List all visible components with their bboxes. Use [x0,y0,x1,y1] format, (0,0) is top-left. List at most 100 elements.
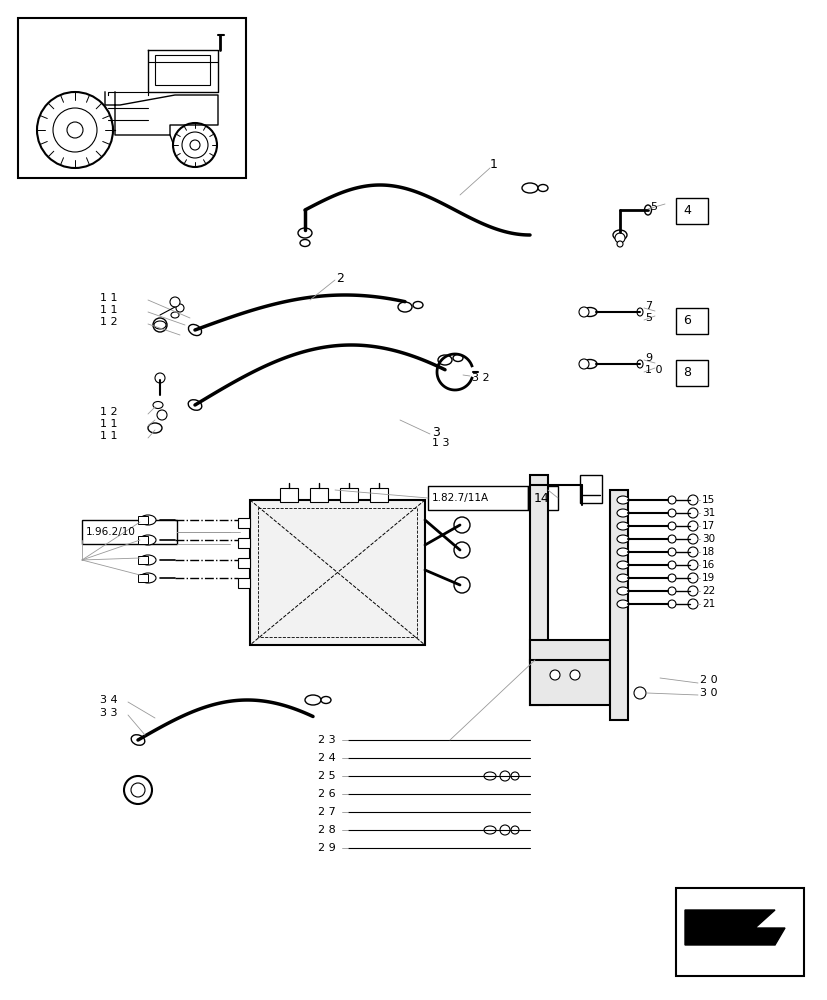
Circle shape [182,132,208,158]
Bar [529,660,609,705]
Text: 3 3: 3 3 [100,708,117,718]
Bar [18,18,246,178]
Text: 3 0: 3 0 [699,688,717,698]
Ellipse shape [154,321,165,329]
Text: 17: 17 [701,521,715,531]
Text: 2 5: 2 5 [318,771,335,781]
Circle shape [510,772,519,780]
Circle shape [453,577,470,593]
Text: 1 1: 1 1 [100,431,117,441]
Text: 3 4: 3 4 [100,695,117,705]
Circle shape [124,776,152,804]
Text: 15: 15 [701,495,715,505]
Text: 8: 8 [682,366,691,379]
Bar [675,308,707,334]
Circle shape [578,359,588,369]
Bar [237,538,250,548]
Text: 1: 1 [490,158,497,172]
Circle shape [157,410,167,420]
Text: 19: 19 [701,573,715,583]
Ellipse shape [521,183,538,193]
Ellipse shape [616,522,629,530]
Ellipse shape [636,360,643,368]
Circle shape [687,534,697,544]
Bar [82,520,177,544]
Text: 18: 18 [701,547,715,557]
Bar [675,888,803,976]
Bar [138,574,148,582]
Bar [138,536,148,544]
Text: 22: 22 [701,586,715,596]
Bar [675,198,707,224]
Ellipse shape [189,324,201,336]
Circle shape [510,826,519,834]
Circle shape [170,297,179,307]
Ellipse shape [140,515,155,525]
Circle shape [53,108,97,152]
Ellipse shape [667,574,675,582]
Text: 2 6: 2 6 [318,789,335,799]
Text: 1 0: 1 0 [644,365,662,375]
Ellipse shape [304,695,321,705]
Circle shape [687,547,697,557]
Text: 5: 5 [644,313,651,323]
Ellipse shape [616,535,629,543]
Ellipse shape [643,205,651,215]
Ellipse shape [667,587,675,595]
Text: 3: 3 [432,426,439,438]
Circle shape [131,783,145,797]
Bar [309,488,327,502]
Text: 7: 7 [644,301,652,311]
Text: 1 1: 1 1 [100,305,117,315]
Circle shape [153,318,167,332]
Ellipse shape [667,535,675,543]
Ellipse shape [667,496,675,504]
Bar [237,558,250,568]
Ellipse shape [398,302,412,312]
Ellipse shape [667,509,675,517]
Bar [609,490,627,720]
Circle shape [578,307,588,317]
Ellipse shape [616,561,629,569]
Text: 2 9: 2 9 [318,843,335,853]
Circle shape [176,304,184,312]
Ellipse shape [140,555,155,565]
Ellipse shape [188,400,202,410]
Text: 1.82.7/11A: 1.82.7/11A [432,493,489,503]
Text: 2 0: 2 0 [699,675,717,685]
Bar [428,486,528,510]
Circle shape [37,92,112,168]
Text: 14: 14 [533,491,549,504]
Ellipse shape [171,312,179,318]
Circle shape [687,560,697,570]
Ellipse shape [667,600,675,608]
Text: 2 7: 2 7 [318,807,335,817]
Text: 1.96.2/10: 1.96.2/10 [86,527,136,537]
Polygon shape [684,910,784,945]
Bar [138,516,148,524]
Text: 31: 31 [701,508,715,518]
Ellipse shape [437,355,452,365]
Bar [280,488,298,502]
Text: 2: 2 [336,271,343,284]
Bar [237,518,250,528]
Circle shape [453,517,470,533]
Circle shape [687,573,697,583]
Circle shape [687,508,697,518]
Ellipse shape [538,184,547,192]
Bar [340,488,357,502]
Ellipse shape [667,561,675,569]
Bar [529,640,609,662]
Ellipse shape [616,548,629,556]
Ellipse shape [616,509,629,517]
Ellipse shape [131,735,145,745]
Circle shape [453,542,470,558]
Ellipse shape [616,496,629,504]
Ellipse shape [452,355,462,361]
Text: 30: 30 [701,534,715,544]
Ellipse shape [153,401,163,408]
Ellipse shape [636,308,643,316]
Circle shape [569,670,579,680]
Text: 1 3: 1 3 [432,438,449,448]
Circle shape [189,140,200,150]
